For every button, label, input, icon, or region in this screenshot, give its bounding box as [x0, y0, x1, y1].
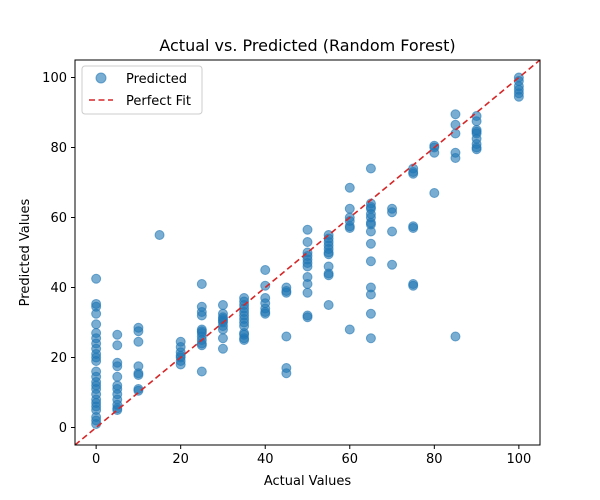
data-point [323, 270, 334, 281]
data-point [429, 147, 440, 158]
data-point [91, 308, 102, 319]
data-point [471, 144, 482, 155]
legend-marker-predicted [95, 72, 107, 84]
data-point [513, 91, 524, 102]
legend-label-predicted: Predicted [126, 72, 187, 87]
data-point [365, 333, 376, 344]
data-point [112, 371, 123, 382]
data-point [91, 356, 102, 366]
x-tick-label: 80 [426, 452, 443, 467]
data-point [196, 310, 207, 321]
data-point [344, 182, 355, 193]
data-point [429, 188, 440, 198]
y-axis-label: Predicted Values [18, 198, 33, 306]
data-point [217, 324, 228, 335]
data-point [387, 259, 398, 270]
x-tick-label: 40 [257, 452, 274, 467]
data-point [323, 300, 334, 310]
data-point [196, 279, 207, 289]
x-tick-label: 100 [506, 452, 531, 467]
x-tick-label: 20 [172, 452, 189, 467]
data-point [365, 238, 376, 249]
data-point [387, 226, 398, 237]
x-axis-ticks: 0 20 40 60 80 100 [92, 445, 531, 467]
data-point [239, 335, 250, 345]
data-point [450, 331, 461, 342]
data-point [302, 312, 313, 323]
data-point [450, 153, 461, 163]
data-point [365, 163, 376, 174]
chart-title: Actual vs. Predicted (Random Forest) [159, 36, 455, 55]
data-point [112, 340, 123, 351]
x-tick-label: 60 [341, 452, 358, 467]
data-point [365, 226, 376, 237]
y-tick-label: 60 [50, 211, 67, 226]
data-point [217, 300, 228, 310]
y-tick-label: 100 [42, 71, 67, 86]
y-tick-label: 0 [59, 421, 67, 436]
data-point [281, 287, 292, 298]
data-point [365, 308, 376, 319]
y-tick-label: 40 [50, 281, 67, 296]
data-point [365, 289, 376, 300]
plot-frame [74, 59, 541, 446]
data-point [133, 370, 144, 380]
y-tick-label: 20 [50, 351, 67, 366]
data-point [281, 331, 292, 342]
legend-label-perfect-fit: Perfect Fit [126, 94, 191, 109]
data-point [154, 230, 165, 240]
data-point [344, 203, 355, 214]
y-axis-ticks: 0 20 40 60 80 100 [42, 71, 75, 436]
data-point [281, 368, 292, 379]
data-point [344, 324, 355, 335]
x-tick-label: 0 [92, 452, 100, 467]
data-point [260, 265, 271, 275]
legend: Predicted Perfect Fit [81, 65, 203, 115]
data-point [302, 287, 313, 298]
y-tick-label: 80 [50, 141, 67, 156]
data-point [471, 116, 482, 127]
data-point [133, 336, 144, 347]
data-point [217, 343, 228, 354]
data-point [260, 280, 271, 291]
perfect-fit-line [75, 60, 540, 445]
data-point [196, 340, 207, 351]
data-point [344, 223, 355, 233]
data-point [408, 168, 419, 179]
data-point [323, 249, 334, 260]
data-point [387, 207, 398, 218]
perfect-fit-layer [75, 60, 540, 445]
plot-area [74, 59, 541, 446]
x-axis-label: Actual Values [264, 474, 352, 489]
data-point [175, 359, 186, 370]
legend-box [81, 65, 203, 115]
data-point [91, 319, 102, 330]
data-point [450, 109, 461, 120]
data-point [217, 333, 228, 344]
data-point [365, 256, 376, 267]
data-point [260, 308, 271, 319]
data-point [133, 385, 144, 396]
data-point [112, 329, 123, 340]
data-point [302, 237, 313, 247]
data-point [112, 361, 123, 372]
data-point [302, 224, 313, 235]
data-point [196, 366, 207, 377]
data-point [302, 279, 313, 289]
scatter-points [91, 72, 524, 429]
data-point [133, 326, 144, 337]
data-point [408, 280, 419, 291]
data-point [91, 273, 102, 284]
data-point [302, 261, 313, 272]
data-point [408, 223, 419, 233]
